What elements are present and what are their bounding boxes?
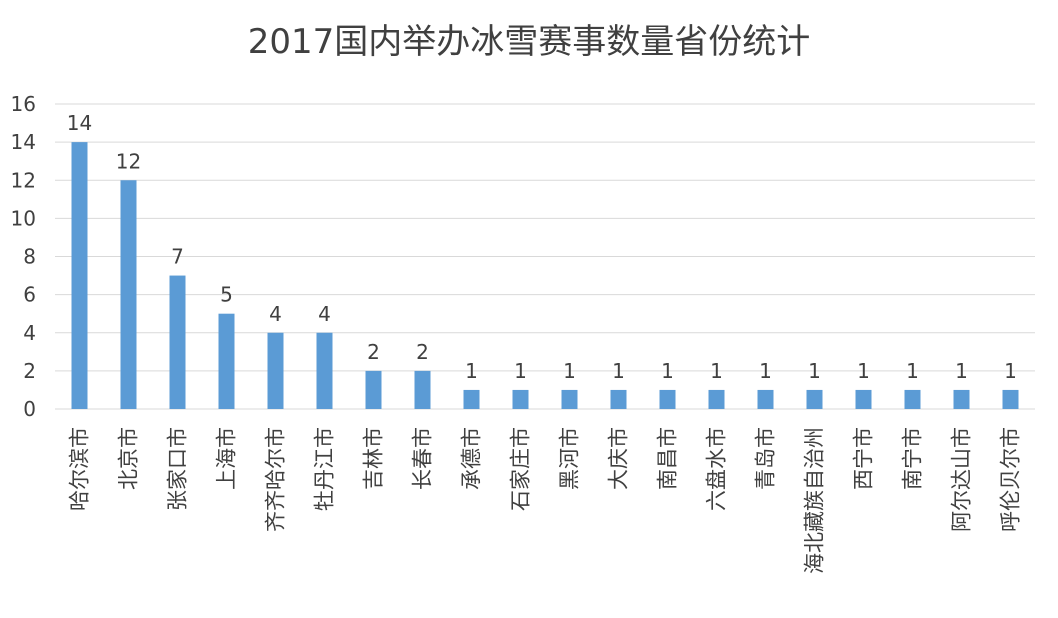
bar <box>806 389 823 409</box>
category-label: 上海市 <box>215 427 239 490</box>
bar <box>414 370 431 409</box>
data-label: 12 <box>116 149 141 173</box>
data-label: 1 <box>906 359 919 383</box>
x-axis: 哈尔滨市 北京市 张家口市 上海市 齐齐哈尔市 牡丹江市 吉林市 长春市 承德市 石家庄市 黑河市 大… <box>68 427 1023 574</box>
data-label: 2 <box>367 340 380 364</box>
data-label: 1 <box>759 359 772 383</box>
category-label: 西宁市 <box>852 427 876 490</box>
category-label: 南宁市 <box>901 427 925 490</box>
category-label: 六盘水市 <box>705 427 729 511</box>
bar <box>365 370 382 409</box>
bar <box>463 389 480 409</box>
category-label: 大庆市 <box>607 427 631 490</box>
category-label: 呼伦贝尔市 <box>999 427 1023 532</box>
y-tick-label: 10 <box>11 206 36 230</box>
category-label: 石家庄市 <box>509 427 533 511</box>
y-tick-label: 6 <box>23 283 36 307</box>
bar <box>267 332 284 409</box>
bar <box>169 275 186 409</box>
bar <box>659 389 676 409</box>
bar <box>1002 389 1019 409</box>
bar <box>120 180 137 409</box>
bar <box>953 389 970 409</box>
data-label: 1 <box>1004 359 1017 383</box>
y-tick-label: 8 <box>23 245 36 269</box>
bar <box>904 389 921 409</box>
data-label: 1 <box>808 359 821 383</box>
y-tick-label: 12 <box>11 168 36 192</box>
data-label: 4 <box>269 302 282 326</box>
bar <box>71 142 88 409</box>
bar <box>218 313 235 409</box>
bar <box>561 389 578 409</box>
data-label: 2 <box>416 340 429 364</box>
data-label: 1 <box>955 359 968 383</box>
bars <box>71 142 1019 409</box>
chart-title: 2017国内举办冰雪赛事数量省份统计 <box>247 22 811 62</box>
data-label: 1 <box>857 359 870 383</box>
data-label: 4 <box>318 302 331 326</box>
category-label: 张家口市 <box>166 427 190 511</box>
data-label: 1 <box>661 359 674 383</box>
y-tick-label: 14 <box>11 130 36 154</box>
category-label: 南昌市 <box>656 427 680 490</box>
y-tick-label: 4 <box>23 321 36 345</box>
category-label: 青岛市 <box>754 427 778 490</box>
bar <box>855 389 872 409</box>
data-label: 7 <box>171 245 184 269</box>
bar <box>708 389 725 409</box>
category-label: 承德市 <box>460 427 484 490</box>
category-label: 长春市 <box>411 427 435 490</box>
category-label: 黑河市 <box>558 427 582 490</box>
category-label: 阿尔达山市 <box>950 427 974 532</box>
data-label: 5 <box>220 283 233 307</box>
data-label: 1 <box>563 359 576 383</box>
category-label: 海北藏族自治州 <box>803 427 827 574</box>
category-label: 哈尔滨市 <box>68 427 92 511</box>
y-tick-label: 16 <box>11 92 36 116</box>
data-label: 14 <box>67 111 92 135</box>
bar <box>610 389 627 409</box>
data-labels: 14 12 7 5 4 4 2 2 1 1 1 1 1 1 1 1 1 1 1 1 <box>67 111 1017 383</box>
bar <box>757 389 774 409</box>
bar <box>512 389 529 409</box>
category-label: 齐齐哈尔市 <box>264 427 288 532</box>
data-label: 1 <box>710 359 723 383</box>
data-label: 1 <box>465 359 478 383</box>
grid-layer <box>55 103 1035 410</box>
data-label: 1 <box>612 359 625 383</box>
category-label: 北京市 <box>117 427 141 490</box>
category-label: 牡丹江市 <box>313 427 337 511</box>
bar <box>316 332 333 409</box>
y-tick-label: 0 <box>23 397 36 421</box>
y-axis: 0 2 4 6 8 10 12 14 16 <box>11 92 36 421</box>
category-label: 吉林市 <box>362 427 386 490</box>
y-tick-label: 2 <box>23 359 36 383</box>
data-label: 1 <box>514 359 527 383</box>
